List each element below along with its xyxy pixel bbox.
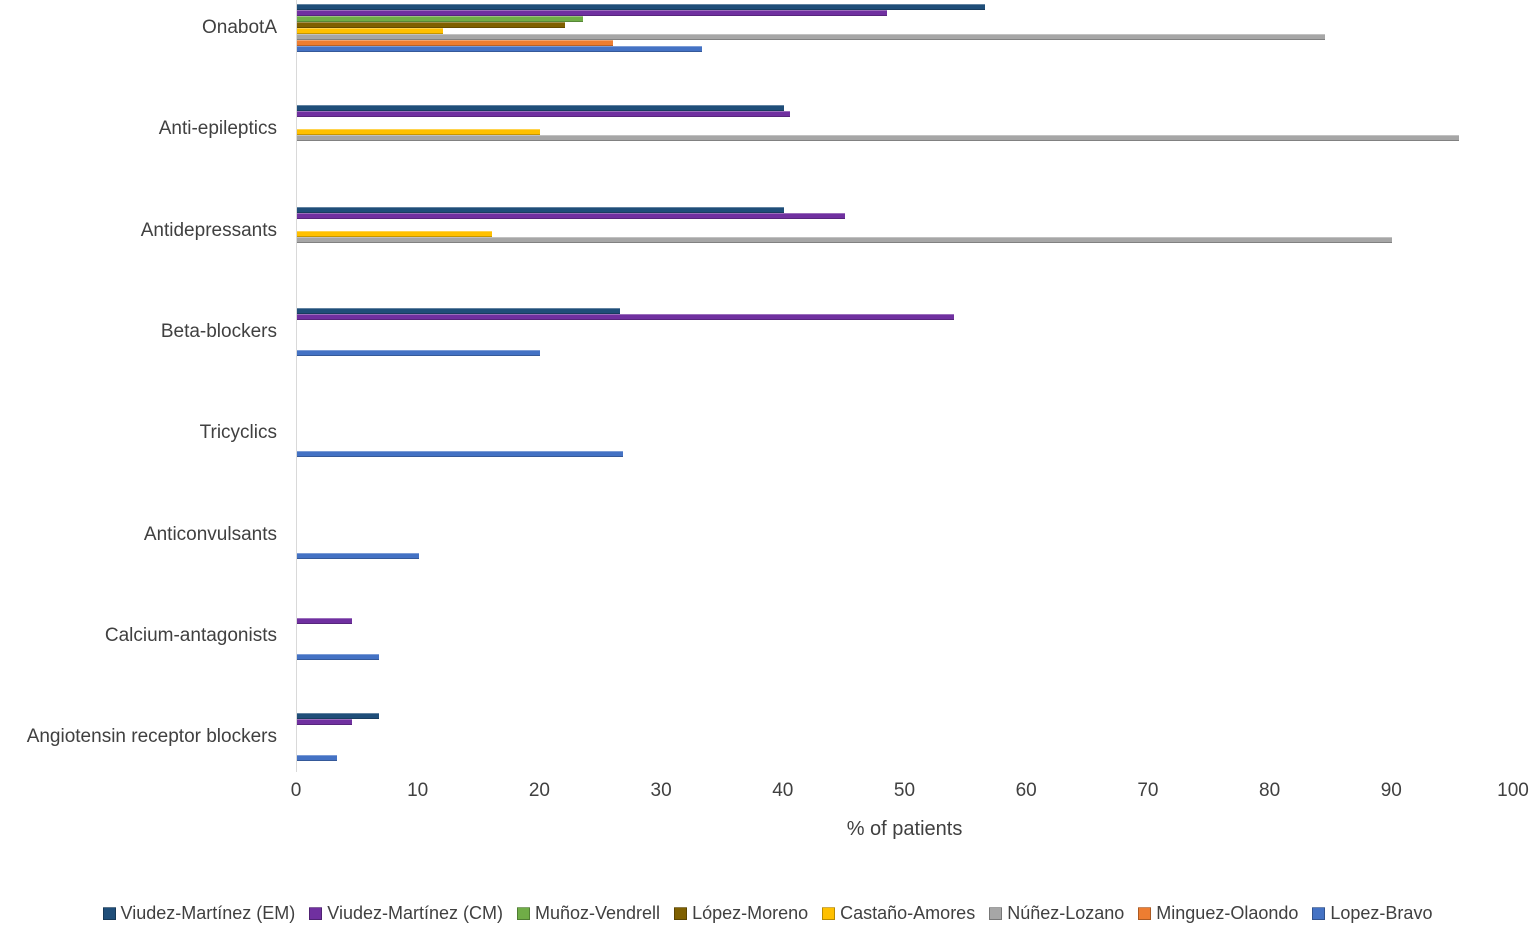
category-label: Anti-epileptics bbox=[158, 118, 277, 140]
legend-color-swatch-icon bbox=[1138, 906, 1152, 920]
legend-color-swatch-icon bbox=[309, 906, 323, 920]
bar bbox=[297, 314, 955, 321]
legend-color-swatch-icon bbox=[102, 906, 116, 920]
legend-color-swatch-icon bbox=[674, 906, 688, 920]
legend-color-swatch-icon bbox=[989, 906, 1003, 920]
bar bbox=[297, 212, 845, 219]
legend-item: Viudez-Martínez (EM) bbox=[102, 902, 296, 924]
legend-label: López-Moreno bbox=[692, 902, 809, 923]
x-axis-tick-label: 20 bbox=[528, 780, 550, 801]
category-label: Calcium-antagonists bbox=[104, 625, 277, 647]
bar bbox=[297, 618, 352, 625]
bar bbox=[297, 16, 583, 22]
legend: Viudez-Martínez (EM) Viudez-Martínez (CM)… bbox=[0, 899, 1535, 927]
legend-color-swatch-icon bbox=[516, 906, 530, 920]
legend-label: Viudez-Martínez (CM) bbox=[327, 902, 503, 923]
bar bbox=[297, 654, 379, 661]
bar bbox=[297, 552, 419, 559]
bar bbox=[297, 713, 379, 720]
bar bbox=[297, 135, 1460, 142]
x-axis-tick-label: 90 bbox=[1380, 780, 1402, 801]
bar bbox=[297, 4, 985, 10]
x-axis-title: % of patients bbox=[846, 818, 963, 840]
bar bbox=[297, 105, 784, 112]
x-axis-tick-label: 10 bbox=[407, 780, 429, 801]
legend-label: Minguez-Olaondo bbox=[1156, 902, 1299, 923]
bar bbox=[297, 719, 352, 726]
legend-label: Núñez-Lozano bbox=[1007, 902, 1125, 923]
x-axis-tick-label: 100 bbox=[1497, 780, 1529, 801]
x-axis-tick-label: 70 bbox=[1137, 780, 1159, 801]
category-label: Tricyclics bbox=[199, 422, 277, 444]
bar bbox=[297, 755, 338, 762]
category-label: Anticonvulsants bbox=[143, 523, 277, 545]
x-axis-tick-label: 40 bbox=[772, 780, 794, 801]
bar bbox=[297, 22, 565, 28]
bar bbox=[297, 46, 703, 52]
bar bbox=[297, 350, 541, 357]
bar bbox=[297, 308, 620, 315]
bar bbox=[297, 236, 1393, 243]
bar bbox=[297, 111, 790, 118]
legend-color-swatch-icon bbox=[1312, 906, 1326, 920]
bar bbox=[297, 206, 784, 213]
x-axis-tick-label: 60 bbox=[1015, 780, 1037, 801]
y-axis-line bbox=[296, 0, 297, 772]
legend-item: López-Moreno bbox=[674, 903, 808, 924]
bar bbox=[297, 34, 1326, 40]
bar bbox=[297, 40, 614, 46]
legend-item: Lopez-Bravo bbox=[1312, 903, 1432, 924]
category-label: Beta-blockers bbox=[160, 321, 277, 343]
category-label: Antidepressants bbox=[140, 219, 277, 241]
x-axis-tick-label: 50 bbox=[893, 780, 916, 801]
bar bbox=[297, 28, 444, 34]
legend-label: Viudez-Martínez (EM) bbox=[120, 902, 296, 923]
x-axis-tick-label: 30 bbox=[650, 780, 672, 801]
bar bbox=[297, 10, 888, 16]
legend-color-swatch-icon bbox=[822, 906, 836, 920]
bar bbox=[297, 230, 492, 237]
legend-item: Viudez-Martínez (CM) bbox=[309, 903, 503, 924]
legend-item: Muñoz-Vendrell bbox=[516, 902, 661, 924]
category-label: OnabotA bbox=[202, 17, 277, 38]
category-label: Angiotensin receptor blockers bbox=[26, 726, 277, 748]
legend-item: Minguez-Olaondo bbox=[1138, 903, 1298, 924]
legend-label: Lopez-Bravo bbox=[1330, 902, 1433, 923]
legend-label: Castaño-Amores bbox=[840, 902, 976, 923]
bar bbox=[297, 451, 624, 458]
legend-item: Castaño-Amores bbox=[822, 903, 975, 924]
bar bbox=[297, 129, 541, 136]
x-axis-tick-label: 0 bbox=[290, 780, 302, 801]
legend-item: Núñez-Lozano bbox=[989, 903, 1124, 924]
x-axis-tick-label: 80 bbox=[1259, 780, 1281, 801]
legend-label: Muñoz-Vendrell bbox=[534, 902, 661, 923]
